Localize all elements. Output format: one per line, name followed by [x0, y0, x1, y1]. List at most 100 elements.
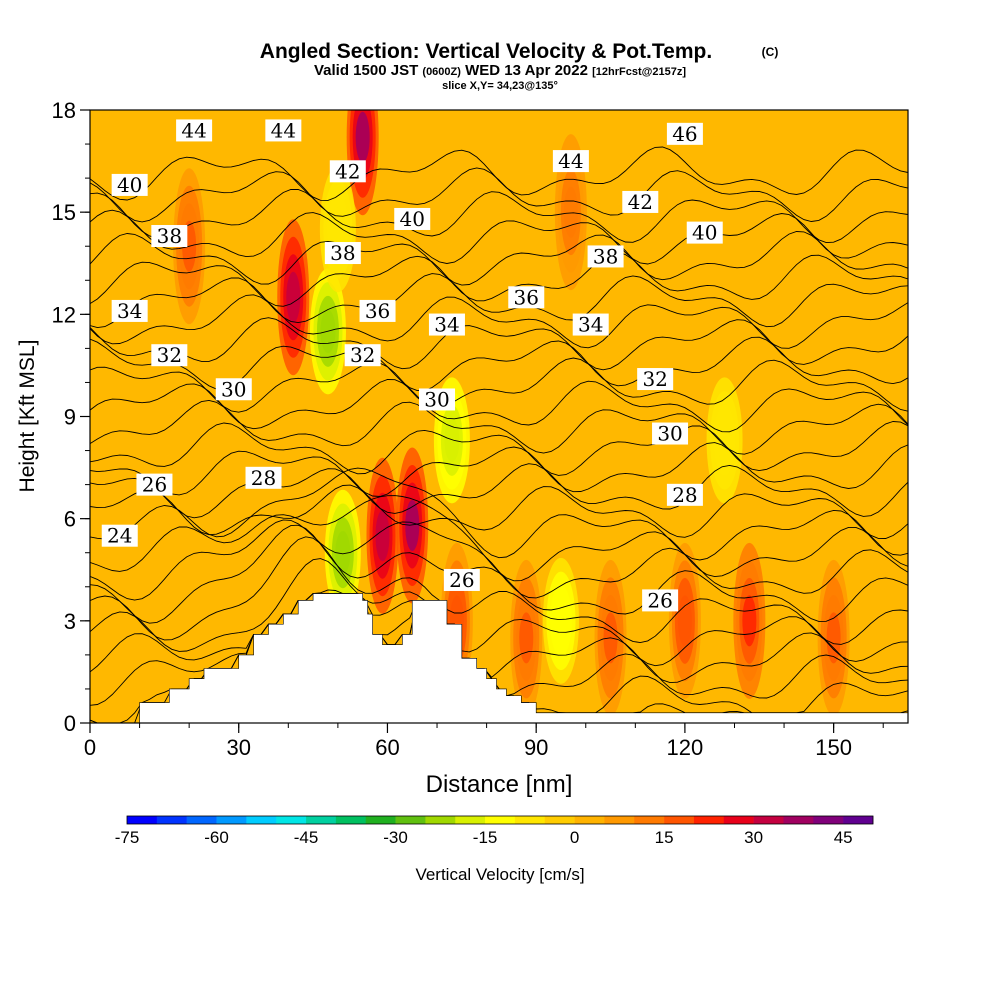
colorbar-swatch: [246, 816, 277, 824]
theta-contour-label: 40: [686, 221, 723, 245]
svg-text:34: 34: [578, 313, 603, 337]
theta-contour-label: 34: [111, 299, 148, 323]
x-tick-label: 30: [226, 735, 250, 760]
colorbar-swatch: [365, 816, 396, 824]
svg-text:40: 40: [400, 207, 425, 231]
colorbar-swatch: [723, 816, 754, 824]
colorbar-swatch: [693, 816, 725, 824]
y-tick-label: 15: [52, 200, 76, 225]
downdraft-core: [553, 599, 569, 643]
colorbar-tick-label: 45: [834, 828, 853, 847]
svg-text:42: 42: [335, 159, 360, 183]
theta-contour-label: 32: [637, 367, 674, 391]
svg-text:26: 26: [647, 588, 672, 612]
theta-contour-line: [90, 524, 908, 624]
theta-contour-line: [90, 463, 908, 519]
theta-contour-label: 40: [394, 207, 431, 231]
theta-contour-label: 44: [265, 118, 302, 142]
chart-title: Angled Section: Vertical Velocity & Pot.…: [260, 40, 712, 63]
theta-contour-line: [90, 558, 908, 667]
svg-text:34: 34: [117, 299, 142, 323]
svg-text:30: 30: [657, 422, 682, 446]
y-tick-label: 0: [64, 711, 76, 736]
x-axis: 0 30 60 90 120 150: [84, 723, 884, 760]
svg-text:44: 44: [181, 118, 206, 142]
colorbar-swatch: [753, 816, 784, 824]
y-axis: 0 3 6 9 12 15 18: [52, 98, 90, 736]
svg-text:26: 26: [142, 473, 167, 497]
x-tick-label: 90: [524, 735, 548, 760]
theta-contour-line: [90, 379, 908, 433]
colorbar: [126, 815, 874, 825]
svg-text:28: 28: [251, 466, 276, 490]
colorbar-tick-label: 0: [570, 828, 579, 847]
colorbar-swatch: [544, 816, 575, 824]
svg-text:38: 38: [593, 244, 618, 268]
theta-contour-line: [90, 467, 908, 561]
theta-contour-line: [90, 146, 908, 201]
y-tick-label: 18: [52, 98, 76, 123]
svg-text:38: 38: [157, 224, 182, 248]
updraft-core: [677, 595, 692, 647]
colorbar-tick-label: 30: [744, 828, 763, 847]
theta-contour-label: 38: [587, 244, 624, 268]
svg-text:32: 32: [157, 343, 182, 367]
colorbar-swatch: [813, 816, 844, 824]
colorbar-swatch: [574, 816, 605, 824]
theta-contour-label: 28: [245, 466, 282, 490]
svg-text:30: 30: [221, 377, 246, 401]
updraft-core: [519, 612, 534, 664]
theta-contour-label: 38: [151, 224, 188, 248]
svg-text:28: 28: [672, 483, 697, 507]
y-tick-label: 12: [52, 302, 76, 327]
svg-text:42: 42: [628, 190, 653, 214]
updraft-core: [826, 612, 841, 664]
theta-contour-line: [90, 209, 908, 265]
updraft-core: [405, 499, 420, 551]
x-tick-label: 120: [667, 735, 704, 760]
velocity-field: 44 44 46 42 44 40 42 40 40 38 38 38 36 34 36 34 34 32 32 32…: [90, 110, 908, 723]
y-tick-label: 6: [64, 507, 76, 532]
svg-text:46: 46: [672, 122, 697, 146]
colorbar-swatch: [514, 816, 546, 824]
theta-contour-label: 32: [344, 343, 381, 367]
downdraft-core: [335, 530, 351, 575]
colorbar-swatch: [843, 816, 874, 824]
colorbar-swatch: [395, 816, 426, 824]
theta-contour-line: [90, 231, 908, 286]
colorbar-swatch: [276, 816, 307, 824]
colorbar-tick-label: -75: [115, 828, 140, 847]
svg-text:32: 32: [642, 367, 667, 391]
theta-contour-label: 28: [666, 483, 703, 507]
theta-contour-line: [90, 442, 908, 497]
theta-contour-label: 34: [428, 313, 465, 337]
theta-contour-label: 44: [552, 149, 589, 173]
theta-contour-label: 30: [419, 387, 456, 411]
theta-contour-line: [90, 251, 908, 307]
theta-contour-label: 42: [622, 190, 659, 214]
theta-contour-label: 38: [324, 241, 361, 265]
updraft-core: [742, 595, 757, 647]
colorbar-swatch: [425, 816, 456, 824]
theta-contour-label: 40: [111, 173, 148, 197]
theta-contour-line: [90, 294, 908, 349]
x-tick-label: 150: [815, 735, 852, 760]
downdraft-core: [717, 418, 733, 463]
colorbar-swatch: [604, 816, 635, 824]
theta-contour-label: 24: [101, 524, 138, 548]
colorbar-tick-label: -15: [473, 828, 498, 847]
theta-contour-label: 46: [666, 122, 703, 146]
colorbar-swatch: [335, 816, 367, 824]
svg-text:34: 34: [434, 313, 459, 337]
theta-contour-label: 26: [136, 473, 173, 497]
svg-text:44: 44: [271, 118, 296, 142]
x-axis-label: Distance [nm]: [426, 771, 573, 798]
colorbar-swatch: [306, 816, 337, 824]
theta-contour-label: 34: [572, 313, 609, 337]
subtitle-valid-time: Valid 1500 JST (0600Z) WED 13 Apr 2022 […: [314, 62, 686, 79]
theta-contour-line: [90, 484, 908, 539]
colorbar-label: Vertical Velocity [cm/s]: [415, 865, 584, 884]
theta-contour-label: 26: [443, 568, 480, 592]
svg-text:24: 24: [107, 524, 132, 548]
colorbar-tick-label: -30: [383, 828, 408, 847]
